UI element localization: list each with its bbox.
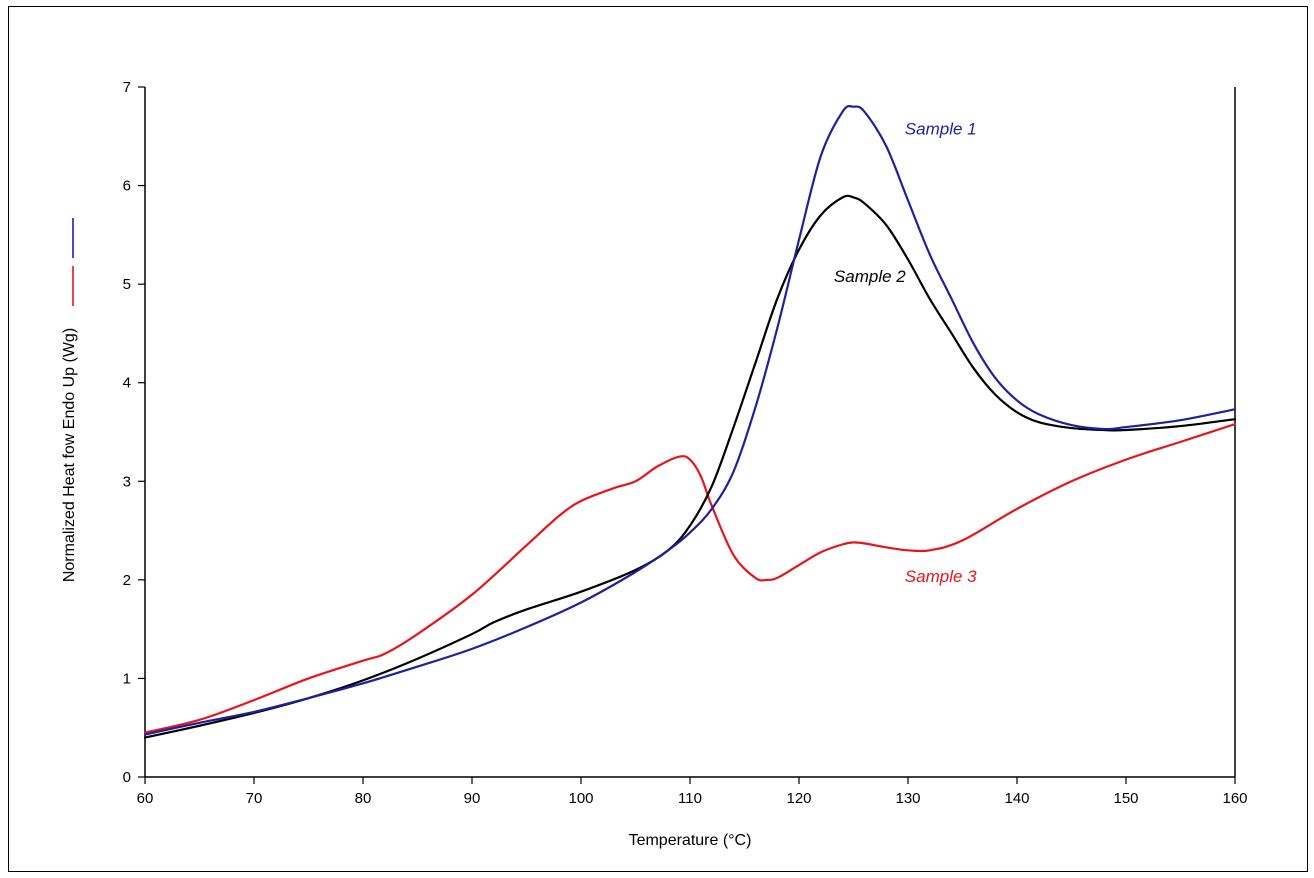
x-tick-label: 90: [464, 790, 481, 807]
x-tick-label: 130: [895, 790, 920, 807]
x-tick-label: 100: [568, 790, 593, 807]
axes: 60 70 80 90 100 110 120 130 140 150 160 0 1 2 3 4 5 6 7: [72, 79, 1248, 807]
series-line-sample-3: [143, 423, 1237, 734]
x-tick-label: 140: [1004, 790, 1029, 807]
x-tick-label: 160: [1222, 790, 1247, 807]
x-tick-label: 60: [137, 790, 154, 807]
y-tick-label: 3: [123, 473, 131, 490]
x-tick-label: 120: [786, 790, 811, 807]
x-tick-label: 80: [355, 790, 372, 807]
series-annotation-sample-3: Sample 3: [905, 567, 977, 586]
series-annotation-sample-2: Sample 2: [834, 267, 906, 286]
x-tick-label: 110: [678, 790, 702, 807]
y-tick-label: 2: [123, 572, 131, 589]
series-annotation-sample-1: Sample 1: [905, 119, 977, 138]
x-tick-label: 70: [246, 790, 263, 807]
y-tick-label: 0: [123, 769, 131, 786]
x-tick-label: 150: [1113, 790, 1138, 807]
series-line-sample-2: [143, 194, 1237, 739]
series-layer: [143, 104, 1237, 739]
y-tick-label: 6: [123, 178, 131, 195]
labels: Temperature (°C) Normalized Heat fow End…: [61, 119, 977, 849]
y-axis-title: Normalized Heat fow Endo Up (Wg): [61, 328, 78, 582]
y-tick-label: 4: [123, 375, 131, 392]
x-axis-title: Temperature (°C): [629, 832, 752, 849]
series-line-sample-1: [143, 104, 1237, 736]
y-tick-label: 1: [123, 670, 131, 687]
chart-frame: [8, 6, 1308, 872]
y-tick-label: 5: [123, 276, 131, 293]
y-tick-label: 7: [123, 79, 131, 96]
